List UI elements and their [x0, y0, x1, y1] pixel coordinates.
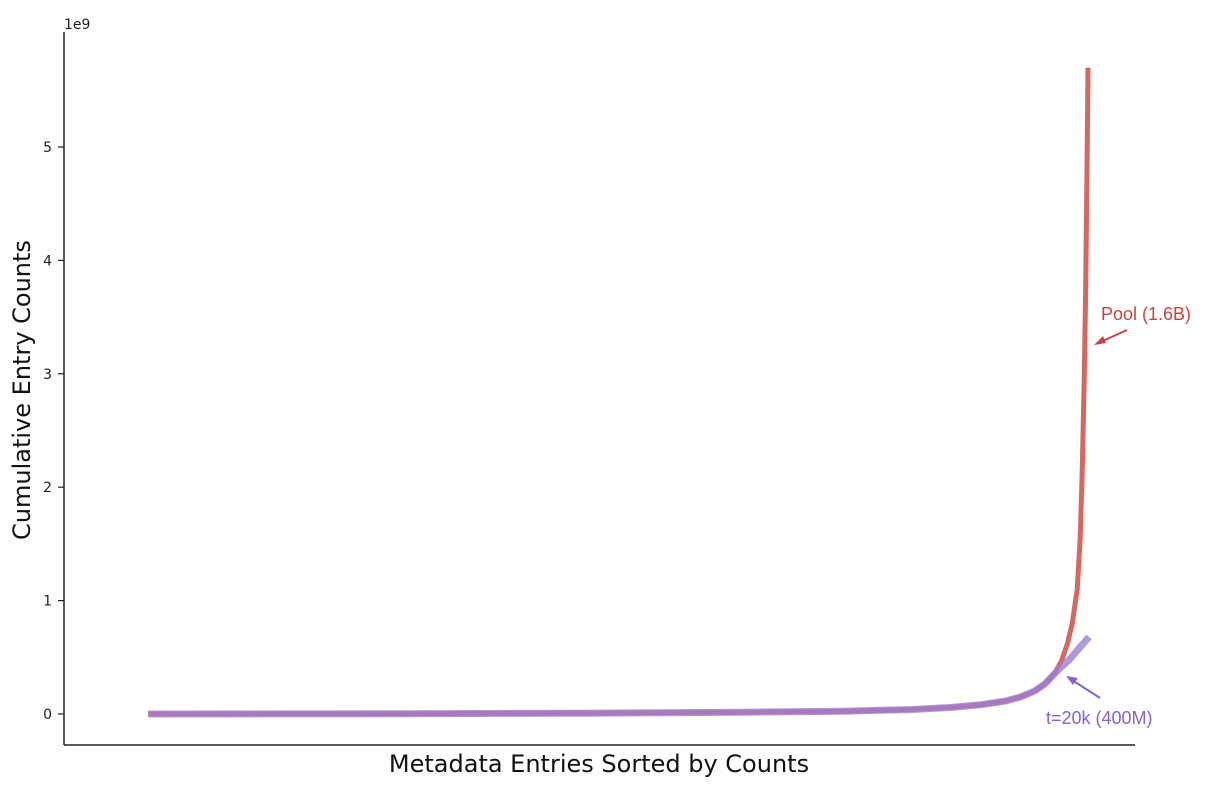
x-axis-title: Metadata Entries Sorted by Counts: [389, 750, 809, 778]
y-axis-title: Cumulative Entry Counts: [8, 240, 36, 540]
y-tick-label: 1: [43, 594, 52, 610]
y-ticks: 0 1 2 3 4 5: [43, 140, 64, 723]
series-line-0: [148, 67, 1091, 717]
series-line-1: [148, 634, 1092, 718]
y-tick-label: 0: [43, 707, 52, 723]
y-tick-label: 3: [43, 367, 52, 383]
y-tick-label: 2: [43, 480, 52, 496]
annotation-pool-arrowhead: [1094, 336, 1106, 345]
annotation-pool: Pool (1.6B): [1094, 304, 1191, 345]
y-tick-label: 4: [43, 253, 52, 269]
series-lines: [148, 67, 1092, 718]
annotation-t20k: t=20k (400M): [1046, 676, 1153, 728]
y-axis-multiplier: 1e9: [64, 17, 90, 33]
annotation-t20k-label: t=20k (400M): [1046, 708, 1153, 728]
annotation-t20k-arrowhead: [1066, 676, 1078, 685]
annotation-pool-label: Pool (1.6B): [1101, 304, 1191, 324]
y-tick-label: 5: [43, 140, 52, 156]
